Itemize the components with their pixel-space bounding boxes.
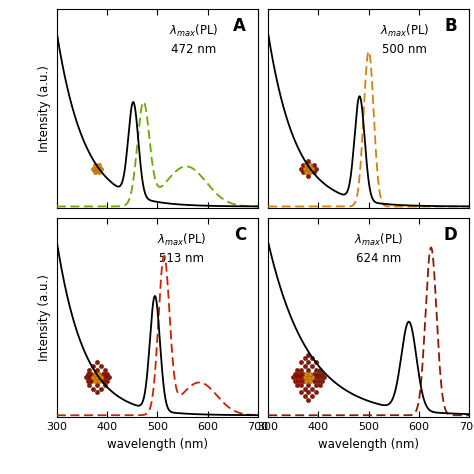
Y-axis label: Intensity (a.u.): Intensity (a.u.) <box>38 65 51 152</box>
X-axis label: wavelength (nm): wavelength (nm) <box>318 438 419 450</box>
Text: D: D <box>444 226 457 244</box>
Text: B: B <box>445 18 457 36</box>
Text: C: C <box>234 226 246 244</box>
Text: $\lambda_{max}$(PL)
513 nm: $\lambda_{max}$(PL) 513 nm <box>157 232 206 265</box>
Text: $\lambda_{max}$(PL)
624 nm: $\lambda_{max}$(PL) 624 nm <box>354 232 403 265</box>
Y-axis label: Intensity (a.u.): Intensity (a.u.) <box>38 274 51 361</box>
Text: $\lambda_{max}$(PL)
500 nm: $\lambda_{max}$(PL) 500 nm <box>380 23 429 56</box>
Text: A: A <box>233 18 246 36</box>
X-axis label: wavelength (nm): wavelength (nm) <box>107 438 208 450</box>
Text: $\lambda_{max}$(PL)
472 nm: $\lambda_{max}$(PL) 472 nm <box>169 23 219 56</box>
